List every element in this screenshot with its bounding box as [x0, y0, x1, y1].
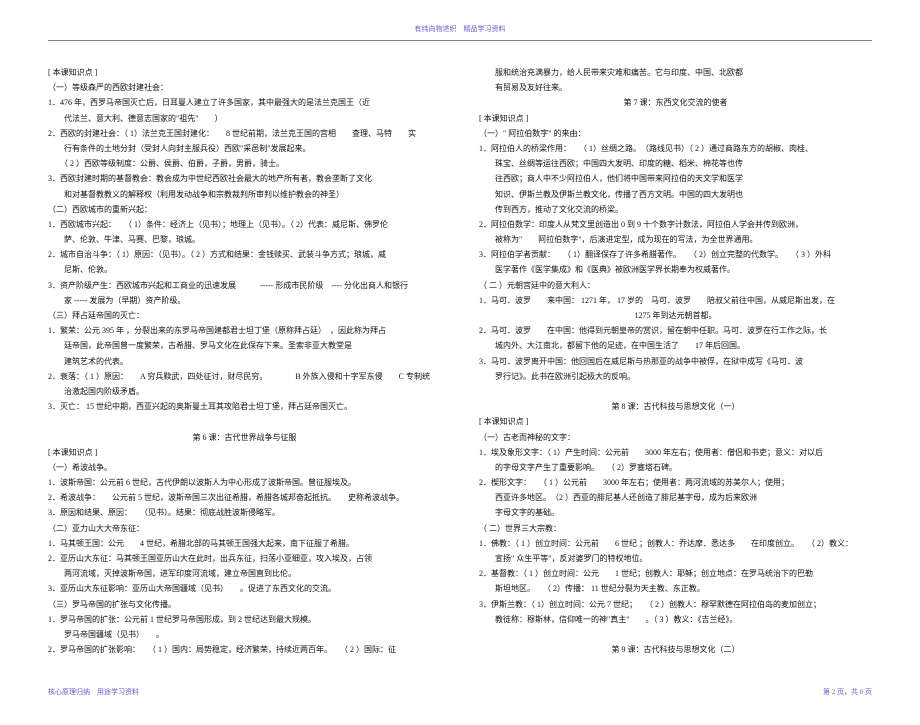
text-line: 1．波斯帝国：公元前 6 世纪，古代伊朗以波斯人为中心形成了波斯帝国。曾征服埃及…: [48, 475, 441, 490]
text-line: （一）" 阿拉伯数字" 的来由：: [479, 126, 872, 141]
text-line: 2．西欧的封建社会：（ 1）法兰克王国封建化： 8 世纪前期，法兰克王国的宫相 …: [48, 126, 441, 141]
text-line: 斯坦地区。 （ 2）传播： 11 世纪分裂为天主教、东正教。: [479, 581, 872, 596]
text-line: 1．476 年，西罗马帝国灭亡后，日耳曼人建立了许多国家，其中最强大的是法兰克国…: [48, 95, 441, 110]
text-line: 罗马帝国疆域（见书） 。: [48, 627, 441, 642]
text-line: 往西欧；商人中不少阿拉伯人，他们将中国带来阿拉伯的天文学和医学: [479, 171, 872, 186]
left-column: [ 本课知识点 ]（一）等级森严的西欧封建社会：1．476 年，西罗马帝国灭亡后…: [48, 65, 441, 657]
text-line: 宣扬" 众生平等"，反对婆罗门的特权地位。: [479, 551, 872, 566]
text-line: 萨、伦敦、牛津、马赛、巴黎，琅城。: [48, 232, 441, 247]
text-line: 2．亚历山大东征：马其顿王国亚历山大在此时，出兵东征，扫荡小亚细亚，攻入埃及，占…: [48, 551, 441, 566]
text-line: 医学著作《医学集成》和《医典》被欧洲医学界长期奉为权威著作。: [479, 262, 872, 277]
text-line: 2．城市自治斗争：（ 1）原因：（见书）。（ 2 ）方式和结果：金钱赎买、武装斗…: [48, 247, 441, 262]
text-line: 2．马可．波罗 在中国：他得到元朝皇帝的赏识，留在朝中任职。马可．波罗在行工作之…: [479, 323, 872, 338]
two-column-layout: [ 本课知识点 ]（一）等级森严的西欧封建社会：1．476 年，西罗马帝国灭亡后…: [48, 65, 872, 657]
text-line: 1．佛教：（ 1 ）创立时间：公元前 6 世纪 ；创教人：乔达摩．悉达多 在印度…: [479, 536, 872, 551]
text-line: 3．资产阶级产生：西欧城市兴起和工商业的迅速发展 ----- 形成市民阶级 --…: [48, 278, 441, 293]
text-line: 两河流域，灭掉波斯帝国，进军印度河流域，建立帝国直到比伦。: [48, 566, 441, 581]
page-header: 有纬向物述织 精品学习资料: [48, 24, 872, 34]
text-line: 2．希波战争： 公元前 5 世纪，波斯帝国三次出征希腊，希腊各城邦奋起抵抗。 史…: [48, 490, 441, 505]
text-line: 2．阿拉伯数学：印度人从梵文里创造出 0 到 9 十个数字计数法，阿拉伯人学会并…: [479, 217, 872, 232]
text-line: 被称为" 阿拉伯数字"，后演进定型，成为现在的写法，为全世界通用。: [479, 232, 872, 247]
text-line: 3．亚历山大东征影响：亚历山大帝国疆域（见书） 。促进了东西文化的交流。: [48, 581, 441, 596]
text-line: 行有条件的土地分封（受封人向封主服兵役）西欧"采邑制"发展起来。: [48, 141, 441, 156]
text-line: 2．基督教：（ 1 ）创立时间：公元 1 世纪；创教人：耶稣；创立地点：在罗马统…: [479, 566, 872, 581]
text-line: 代法兰、意大利、德意志国家的"祖先" ）: [48, 111, 441, 126]
text-line: 1．繁荣：公元 395 年 ，分裂出来的东罗马帝国建都君士坦丁堡（原称拜占廷） …: [48, 323, 441, 338]
text-line: 治激起国内阶级矛盾。: [48, 384, 441, 399]
text-line: 2．衰落：（ 1 ）原因： A 穷兵黩武，四处征讨，财尽民穷。 B 外族入侵和十…: [48, 369, 441, 384]
text-line: [ 本课知识点 ]: [479, 111, 872, 126]
text-line: （ 二 ）元朝宫廷中的意大利人：: [479, 278, 872, 293]
page-root: 有纬向物述织 精品学习资料 [ 本课知识点 ]（一）等级森严的西欧封建社会：1．…: [0, 0, 920, 725]
text-line: 3．灭亡： 15 世纪中期，西亚兴起的奥斯曼土耳其攻陷君士坦丁堡，拜占廷帝国灭亡…: [48, 399, 441, 414]
text-line: 1．埃及象形文字：（ 1）产生时间：公元前 3000 年左右；使用者：僧侣和书吏…: [479, 445, 872, 460]
text-line: 和对基督教教义的解释权（利用发动战争和宗教裁判所审判以维护教会的神圣）: [48, 187, 441, 202]
text-line: 知识、伊斯兰教及伊斯兰教文化，传播了西方文明。中国的四大发明也: [479, 187, 872, 202]
footer-left-text: 核心原理归纳 用途学习资料: [48, 687, 139, 697]
text-line: [479, 627, 872, 642]
text-line: 建筑艺术的代表。: [48, 354, 441, 369]
text-line: （三）罗马帝国的扩张与文化传播。: [48, 597, 441, 612]
text-line: 2．楔形文字： （ 1 ）公元前 3000 年左右；使用者：两河流域的苏美尔人；…: [479, 475, 872, 490]
text-line: 珠宝、丝绸等运往西欧；中国四大发明、印度的糖、稻米、棉花等也传: [479, 156, 872, 171]
page-footer: 核心原理归纳 用途学习资料 第 2 页，共 6 页: [48, 687, 872, 697]
text-line: [ 本课知识点 ]: [48, 445, 441, 460]
text-line: （三）拜占廷帝国的灭亡：: [48, 308, 441, 323]
text-line: （一）希波战争。: [48, 460, 441, 475]
text-line: 1．阿拉伯人的桥梁作用： （ 1）丝绸之路。 （路线见书）（ 2 ）通过商路东方…: [479, 141, 872, 156]
text-line: 3．阿拉伯学者贡献： （ 1）翻译保存了许多希腊著作。 （ 2）创立完整的代数学…: [479, 247, 872, 262]
text-line: 西亚许多地区。 （2 ）西亚的腓尼基人还创造了腓尼基字母，成为后来欧洲: [479, 490, 872, 505]
text-line: [48, 414, 441, 429]
text-line: （二）西欧城市的重新兴起：: [48, 202, 441, 217]
text-line: （ 2 ）西欧等级制度：公爵、侯爵、伯爵，子爵，男爵，骑士。: [48, 156, 441, 171]
text-line: 服和统治充满暴力，给人民带来灾难和痛苦。它与印度、中国、北欧都: [479, 65, 872, 80]
text-line: （二）亚力山大大帝东征：: [48, 521, 441, 536]
text-line: 字母文字的基础。: [479, 505, 872, 520]
text-line: 城内外、大江南北，都留下他的足迹，在中国生活了 17 年后回国。: [479, 338, 872, 353]
text-line: 1．马其顿王国：公元 4 世纪，希腊北部的马其顿王国强大起来，南下征服了希腊。: [48, 536, 441, 551]
text-line: 的字母文字产生了重要影响。 （ 2）罗塞塔石碑。: [479, 460, 872, 475]
text-line: 3．原因和结果、原因： （见书）。结果：彻底战胜波斯侵略军。: [48, 505, 441, 520]
text-line: 家 ----- 发展为（早期）资产阶级。: [48, 293, 441, 308]
text-line: 第 7 课：东西文化交流的使者: [479, 95, 872, 110]
text-line: 有贸易及友好往来。: [479, 80, 872, 95]
text-line: 教徒称：穆斯林，信仰唯一的神"真主" 。（ 3 ）教义：《吉兰经》。: [479, 612, 872, 627]
text-line: （一）等级森严的西欧封建社会：: [48, 80, 441, 95]
text-line: 第 9 课：古代科技与思想文化（二）: [479, 642, 872, 657]
text-line: 第 6 课：古代世界战争与征服: [48, 430, 441, 445]
text-line: （一）古老而神秘的文字：: [479, 430, 872, 445]
text-line: [ 本课知识点 ]: [479, 414, 872, 429]
text-line: 罗行记》。此书在欧洲引起极大的反响。: [479, 369, 872, 384]
text-line: 3．伊斯兰教：（ 1）创立时间：公元 7 世纪； （ 2 ）创教人：穆罕默德在阿…: [479, 597, 872, 612]
text-line: 2．罗马帝国的扩张影响： （ 1 ）国内：局势稳定，经济繁荣，持续近两百年。 （…: [48, 642, 441, 657]
text-line: 1．西欧城市兴起： （ 1）条件：经济上（见书）；地理上（见书）。（ 2）代表：…: [48, 217, 441, 232]
text-line: 1．马可．波罗 来中国： 1271 年， 17 岁的 马可．波罗 陪叔父前往中国…: [479, 293, 872, 308]
text-line: [ 本课知识点 ]: [48, 65, 441, 80]
text-line: [479, 384, 872, 399]
text-line: 1275 年到达元朝首都。: [479, 308, 872, 323]
footer-right-text: 第 2 页，共 6 页: [823, 687, 872, 697]
text-line: 廷帝国，此帝国曾一度繁荣，古希腊、罗马文化在此保存下来。圣索非亚大教堂是: [48, 338, 441, 353]
text-line: 传到西方，推动了文化交流的桥梁。: [479, 202, 872, 217]
right-column: 服和统治充满暴力，给人民带来灾难和痛苦。它与印度、中国、北欧都 有贸易及友好往来…: [479, 65, 872, 657]
text-line: 尼斯、伦敦。: [48, 262, 441, 277]
text-line: 第 8 课：古代科技与思想文化（一）: [479, 399, 872, 414]
text-line: 3．西欧封建时期的基督教会：教会成为中世纪西欧社会最大的地产所有者，教会垄断了文…: [48, 171, 441, 186]
text-line: 1．罗马帝国的扩张：公元前 1 世纪罗马帝国形成，到 2 世纪达到最大规模。: [48, 612, 441, 627]
header-rule: [48, 40, 872, 41]
text-line: 3．马可．波罗离开中国：他回国后在威尼斯与热那亚的战争中被俘，在狱中成写《马可．…: [479, 354, 872, 369]
text-line: （ 二）世界三大宗教：: [479, 521, 872, 536]
